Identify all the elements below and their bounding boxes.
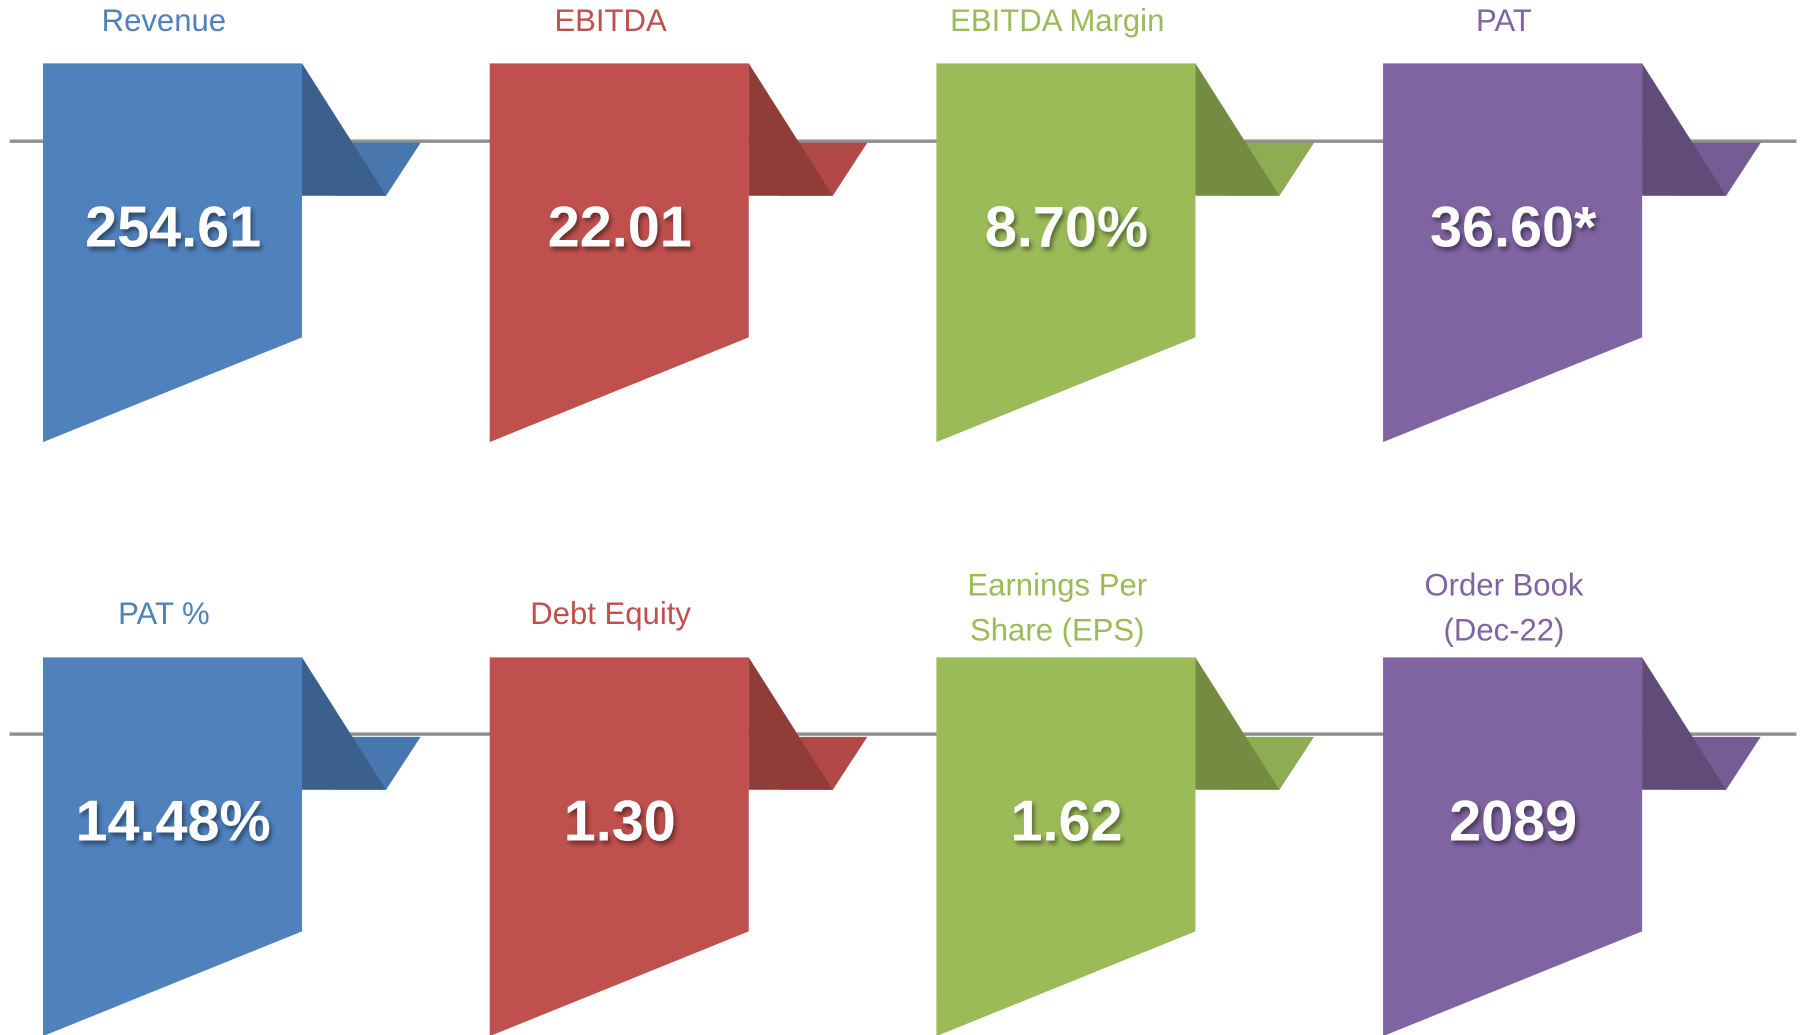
card-body	[1383, 657, 1643, 1035]
fold-dark	[748, 63, 833, 196]
kpi-card: Earnings Per Share (EPS) 1.62	[936, 567, 1315, 1035]
fold-dark	[748, 657, 833, 790]
fold-dark	[1195, 63, 1280, 196]
card-body	[936, 657, 1196, 1035]
card-value: 1.30	[564, 790, 676, 854]
card-body	[42, 657, 303, 1035]
card-label: EBITDA	[554, 3, 667, 38]
card-value: 2089	[1449, 790, 1577, 854]
card-label: Order Book	[1425, 567, 1584, 602]
card-label: (Dec-22)	[1444, 612, 1565, 647]
fold	[1642, 657, 1727, 790]
card-body	[936, 63, 1196, 443]
card-body	[489, 63, 749, 443]
card-value: 36.60*	[1430, 196, 1597, 260]
fold	[748, 63, 833, 196]
kpi-card: Order Book (Dec-22) 2089	[1383, 567, 1761, 1035]
card-body	[42, 63, 303, 443]
fold	[748, 657, 833, 790]
fold-dark	[1642, 63, 1727, 196]
card-value: 22.01	[548, 196, 692, 260]
kpi-card: EBITDA Margin 8.70%	[936, 3, 1315, 443]
divider-line	[9, 732, 1797, 736]
card-label: Debt Equity	[530, 596, 691, 631]
fold	[1195, 657, 1280, 790]
card-label: PAT %	[118, 596, 210, 631]
card-label: Share (EPS)	[970, 612, 1144, 647]
card-body	[489, 657, 749, 1035]
card-label: EBITDA Margin	[950, 3, 1164, 38]
card-value: 14.48%	[75, 790, 270, 854]
card-label: Revenue	[102, 3, 226, 38]
fold-dark	[1642, 657, 1727, 790]
kpi-card: Debt Equity 1.30	[489, 596, 868, 1035]
card-body	[1383, 63, 1643, 443]
card-label: PAT	[1476, 3, 1532, 38]
card-value: 254.61	[85, 196, 261, 260]
card-value: 1.62	[1010, 790, 1122, 854]
fold-dark	[1195, 657, 1280, 790]
card-label: Earnings Per	[967, 567, 1147, 602]
kpi-card: PAT % 14.48%	[42, 596, 421, 1035]
fold	[1642, 63, 1727, 196]
kpi-card: Revenue 254.61	[42, 3, 421, 443]
divider-line	[9, 139, 1797, 143]
fold	[1195, 63, 1280, 196]
card-value: 8.70%	[985, 196, 1148, 260]
kpi-card: EBITDA 22.01	[489, 3, 868, 443]
kpi-card: PAT 36.60*	[1383, 3, 1761, 443]
